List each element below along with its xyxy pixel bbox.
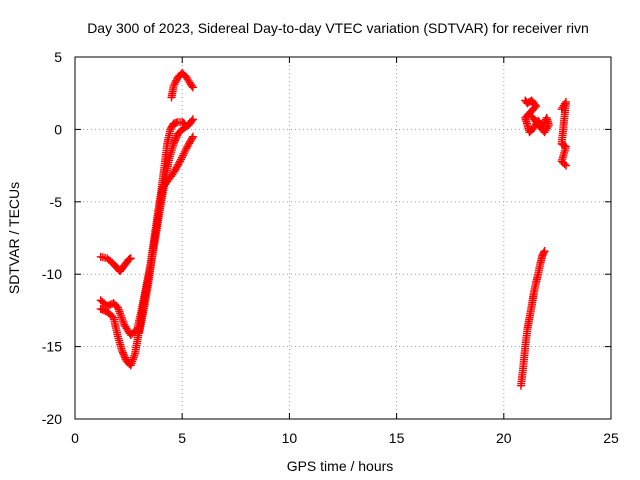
data-point xyxy=(187,81,196,90)
x-axis-label: GPS time / hours xyxy=(287,458,394,474)
data-point xyxy=(172,133,181,142)
data-point xyxy=(169,81,178,90)
data-point xyxy=(114,305,123,314)
data-point xyxy=(171,136,180,145)
x-tick-label: 15 xyxy=(389,430,405,446)
data-point xyxy=(116,311,125,320)
y-tick-label: 0 xyxy=(54,121,62,137)
series-track-d xyxy=(135,118,189,337)
data-point xyxy=(176,157,185,166)
y-tick-labels: -20 -15 -10 -5 0 5 xyxy=(42,49,62,427)
data-point xyxy=(528,113,537,122)
data-point xyxy=(180,119,189,128)
data-point xyxy=(180,147,189,156)
data-point xyxy=(119,350,128,359)
data-point xyxy=(121,353,130,362)
data-point xyxy=(177,153,186,162)
x-tick-label: 20 xyxy=(496,430,512,446)
grid-lines xyxy=(75,57,611,419)
data-point xyxy=(128,357,137,366)
data-point xyxy=(188,132,197,141)
x-tick-label: 25 xyxy=(603,430,619,446)
data-point xyxy=(116,309,125,318)
data-point xyxy=(561,161,570,170)
data-point xyxy=(540,247,549,256)
data-point xyxy=(127,359,136,368)
data-point xyxy=(560,160,569,169)
data-point xyxy=(171,78,180,87)
data-point xyxy=(170,80,179,89)
data-point xyxy=(117,313,126,322)
data-point xyxy=(113,303,122,312)
series-track-e xyxy=(167,68,197,102)
data-point xyxy=(126,254,135,263)
data-point xyxy=(118,348,127,357)
data-point xyxy=(128,355,137,364)
x-tick-label: 10 xyxy=(282,430,298,446)
data-point xyxy=(118,346,127,355)
data-point xyxy=(527,112,536,121)
data-point xyxy=(171,134,180,143)
plot-frame xyxy=(74,56,612,420)
data-point xyxy=(181,146,190,155)
y-tick-label: -20 xyxy=(42,411,62,427)
data-point xyxy=(129,353,138,362)
data-point xyxy=(188,83,197,92)
data-point xyxy=(115,307,124,316)
y-tick-label: -10 xyxy=(42,266,62,282)
y-axis-label: SDTVAR / TECUs xyxy=(6,182,22,294)
x-tick-labels: 0 5 10 15 20 25 xyxy=(71,430,619,446)
data-point xyxy=(118,317,127,326)
y-tick-label: -15 xyxy=(42,339,62,355)
x-tick-label: 0 xyxy=(71,430,79,446)
data-point xyxy=(176,155,185,164)
series-track-g xyxy=(521,96,553,137)
series-track-f xyxy=(516,247,549,390)
data-point xyxy=(125,254,134,263)
data-point xyxy=(170,138,179,147)
data-point xyxy=(130,351,139,360)
data-point xyxy=(187,116,196,125)
data-points xyxy=(96,68,570,390)
chart-title: Day 300 of 2023, Sidereal Day-to-day VTE… xyxy=(87,20,589,36)
data-point xyxy=(188,134,197,143)
y-tick-label: 5 xyxy=(54,49,62,65)
data-point xyxy=(126,361,135,370)
y-tick-label: -5 xyxy=(50,194,63,210)
series-track-a xyxy=(96,252,135,276)
data-point xyxy=(178,151,187,160)
data-point xyxy=(175,158,184,167)
data-point xyxy=(118,315,127,324)
data-point xyxy=(119,318,128,327)
data-point xyxy=(179,118,188,127)
series-track-h xyxy=(557,97,570,170)
data-point xyxy=(539,248,548,257)
data-point xyxy=(172,76,181,85)
data-point xyxy=(120,352,129,361)
data-point xyxy=(179,149,188,158)
x-tick-label: 5 xyxy=(178,430,186,446)
data-point xyxy=(188,115,197,124)
